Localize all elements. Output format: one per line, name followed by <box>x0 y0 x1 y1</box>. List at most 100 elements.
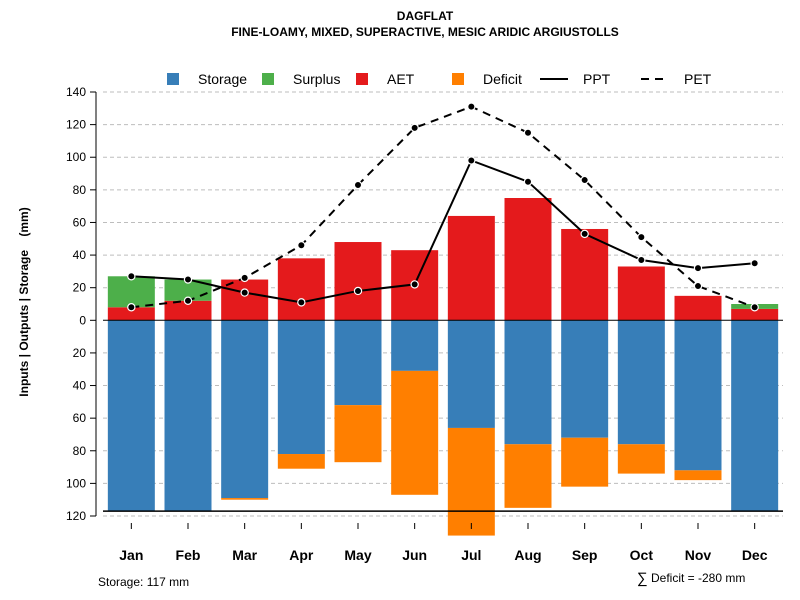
y-tick-label: 40 <box>73 379 87 393</box>
month-label-jul: Jul <box>461 547 481 563</box>
storage-bar-feb <box>164 320 212 512</box>
ppt-point-feb <box>183 275 193 284</box>
y-tick-label: 60 <box>73 215 87 229</box>
storage-bar-nov <box>674 320 722 471</box>
aet-bar-jul <box>447 215 495 321</box>
pet-point-jul <box>467 102 476 111</box>
month-label-mar: Mar <box>232 547 257 563</box>
y-tick-label: 20 <box>73 281 87 295</box>
deficit-bar-apr <box>277 454 325 469</box>
ppt-point-mar <box>240 288 249 297</box>
month-label-jan: Jan <box>119 547 143 563</box>
deficit-bar-jul <box>447 427 495 536</box>
storage-bar-may <box>334 320 382 406</box>
y-axis-label: Inputs | Outputs | Storage (mm) <box>17 207 31 396</box>
storage-bar-dec <box>731 320 779 512</box>
pet-line <box>131 105 756 309</box>
legend-label-deficit: Deficit <box>483 71 522 87</box>
y-tick-label: 40 <box>73 248 87 262</box>
footer-storage: Storage: 117 mm <box>98 575 189 589</box>
storage-bar-jun <box>391 320 439 371</box>
aet-bar-aug <box>504 198 552 321</box>
ppt-line <box>131 159 755 304</box>
pet-point-aug <box>523 128 533 137</box>
month-label-nov: Nov <box>685 547 712 563</box>
y-tick-label: 80 <box>73 444 87 458</box>
ppt-point-aug <box>523 177 533 186</box>
bars <box>107 198 779 536</box>
legend-swatch-deficit <box>452 73 464 85</box>
y-tick-label: 100 <box>66 150 86 164</box>
y-tick-label: 140 <box>66 85 86 99</box>
month-label-dec: Dec <box>742 547 768 563</box>
grid-lines <box>103 91 783 517</box>
legend: Storage Surplus AET Deficit PPT PET <box>167 71 712 87</box>
y-tick-label: 80 <box>73 183 87 197</box>
month-label-oct: Oct <box>630 547 654 563</box>
legend-label-ppt: PPT <box>583 71 611 87</box>
surplus-bar-jan <box>107 276 155 308</box>
ppt-point-may <box>353 286 363 296</box>
pet-point-nov <box>693 281 703 291</box>
pet-point-sep <box>580 175 589 185</box>
aet-bar-may <box>334 242 382 321</box>
deficit-bar-oct <box>617 444 665 474</box>
y-tick-label: 20 <box>73 346 87 360</box>
aet-bar-jan <box>107 307 155 321</box>
aet-bar-nov <box>674 295 722 321</box>
aet-bar-oct <box>617 266 665 321</box>
legend-swatch-aet <box>356 73 368 85</box>
pet-point-jan <box>127 303 136 312</box>
aet-bar-apr <box>277 258 325 321</box>
ppt-point-sep <box>580 229 589 239</box>
storage-bar-apr <box>277 320 325 455</box>
storage-bar-aug <box>504 320 552 445</box>
month-label-may: May <box>344 547 371 563</box>
storage-bar-oct <box>617 320 665 445</box>
pet-point-apr <box>297 241 306 250</box>
y-tick-label: 60 <box>73 411 87 425</box>
storage-bar-sep <box>561 320 609 438</box>
legend-label-storage: Storage <box>198 71 247 87</box>
ppt-point-jul <box>467 156 476 165</box>
y-tick-label: 120 <box>66 509 86 523</box>
month-label-apr: Apr <box>289 547 314 563</box>
ppt-point-oct <box>637 255 646 265</box>
ppt-point-nov <box>693 263 703 273</box>
storage-bar-mar <box>221 320 269 499</box>
aet-bar-feb <box>164 300 212 321</box>
legend-swatch-surplus <box>262 73 274 85</box>
month-label-aug: Aug <box>514 547 541 563</box>
month-label-feb: Feb <box>176 547 201 563</box>
aet-bar-sep <box>561 228 609 321</box>
legend-label-aet: AET <box>387 71 415 87</box>
deficit-bar-may <box>334 405 382 463</box>
pet-point-jun <box>410 123 419 133</box>
series-lines <box>127 102 759 312</box>
deficit-bar-aug <box>504 444 552 508</box>
pet-point-mar <box>240 273 249 283</box>
ppt-point-jan <box>127 272 136 281</box>
ppt-point-dec <box>750 259 759 268</box>
pet-point-may <box>353 180 363 190</box>
legend-label-surplus: Surplus <box>293 71 340 87</box>
pet-point-oct <box>637 232 646 242</box>
aet-bar-dec <box>731 308 779 321</box>
ppt-point-jun <box>410 280 419 289</box>
deficit-bar-mar <box>221 498 269 500</box>
pet-point-feb <box>183 296 193 305</box>
deficit-bar-sep <box>561 437 609 487</box>
footer-deficit: Deficit = -280 mm <box>651 571 745 585</box>
legend-label-pet: PET <box>684 71 712 87</box>
deficit-bar-nov <box>674 470 722 481</box>
y-tick-label: 120 <box>66 118 86 132</box>
footer-deficit-symbol: ∑ <box>637 570 648 587</box>
aet-bar-mar <box>221 279 269 321</box>
storage-bar-jul <box>447 320 495 428</box>
pet-point-dec <box>750 303 759 312</box>
chart-title: DAGFLAT <box>397 9 454 23</box>
y-tick-label: 100 <box>66 476 86 490</box>
chart-subtitle: FINE-LOAMY, MIXED, SUPERACTIVE, MESIC AR… <box>231 25 619 39</box>
month-label-jun: Jun <box>402 547 427 563</box>
